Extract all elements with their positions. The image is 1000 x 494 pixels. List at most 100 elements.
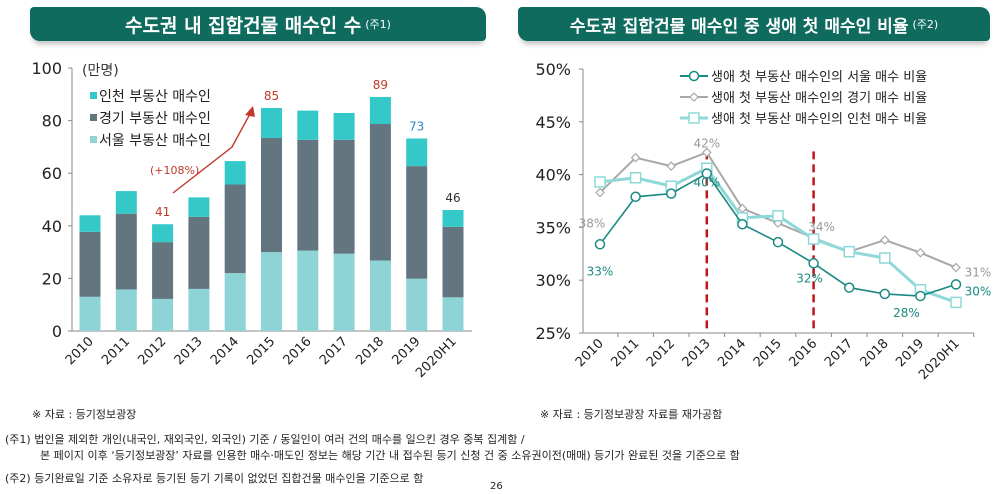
left-bar-segment-2016-2 [297, 110, 319, 140]
right-legend-label: 생애 첫 부동산 매수인의 인천 매수 비율 [711, 112, 927, 127]
source-left: ※ 자료 : 등기정보광장 [32, 408, 137, 421]
growth-arrow-head-icon [245, 106, 255, 117]
right-y-tick-label: 35% [535, 218, 571, 237]
right-point-circle-marker [630, 191, 641, 203]
left-legend-label: 경기 부동산 매수인 [99, 111, 211, 127]
right-legend-circle-marker [688, 70, 700, 82]
right-data-label: 34% [808, 220, 835, 234]
right-point-circle-marker [665, 188, 677, 199]
left-x-tick-label: 2017 [317, 334, 351, 368]
left-x-tick-label: 2010 [63, 334, 97, 368]
left-x-tick-label: 2020H1 [413, 334, 460, 381]
right-point-square-marker [879, 252, 891, 264]
right-series-line-2 [599, 166, 957, 304]
left-x-tick-label: 2018 [353, 334, 387, 368]
right-point-square-marker [772, 210, 784, 222]
left-data-label: 41 [155, 205, 170, 219]
source-right: ※ 자료 : 등기정보광장 자료를 재가공함 [540, 408, 723, 421]
left-legend-swatch [90, 114, 97, 121]
right-point-circle-marker [772, 236, 784, 248]
left-bar-segment-2020H1-0 [442, 297, 464, 331]
left-x-tick-label: 2014 [208, 334, 242, 368]
right-y-tick-label: 40% [535, 166, 571, 185]
right-x-tick-label: 2015 [751, 336, 785, 370]
left-legend-label: 서울 부동산 매수인 [99, 133, 211, 149]
right-series-line-0 [599, 172, 957, 297]
left-data-label: 89 [373, 78, 388, 92]
right-x-tick-label: 2010 [573, 336, 607, 370]
left-bar-segment-2020H1-1 [442, 226, 464, 298]
left-bar-segment-2015-2 [261, 107, 282, 138]
right-data-label: 40% [693, 176, 720, 190]
left-chart-title: 수도권 내 집합건물 매수인 수 (주1) [30, 7, 486, 41]
left-y-tick-label: 40 [42, 217, 62, 236]
left-data-label: 46 [445, 191, 460, 205]
right-point-circle-marker [737, 218, 748, 230]
left-legend-swatch [90, 92, 97, 99]
left-bar-segment-2012-1 [152, 242, 174, 299]
growth-arrow-line [172, 111, 252, 194]
left-bar-segment-2017-0 [333, 253, 355, 331]
right-x-tick-label: 2011 [608, 336, 642, 370]
left-bar-segment-2014-1 [224, 184, 246, 274]
right-point-square-marker [950, 296, 962, 309]
right-legend-label: 생애 첫 부동산 매수인의 서울 매수 비율 [711, 70, 927, 85]
right-series-line-1 [599, 151, 957, 269]
right-point-circle-marker [701, 168, 713, 179]
left-bar-segment-2010-1 [79, 231, 101, 297]
right-data-label: 33% [587, 264, 614, 278]
left-chart-title-note: (주1) [365, 18, 391, 31]
right-data-label: 31% [965, 266, 992, 280]
right-data-label: 32% [796, 271, 823, 285]
right-chart-title-note: (주2) [912, 18, 939, 31]
left-bar-segment-2018-1 [369, 124, 391, 261]
left-bar-segment-2013-2 [188, 197, 210, 217]
left-bar-segment-2011-2 [115, 191, 137, 214]
left-y-tick-label: 0 [52, 322, 62, 341]
left-bar-segment-2018-0 [369, 260, 391, 331]
left-bar-segment-2019-0 [406, 278, 428, 331]
left-bar-segment-2016-1 [297, 139, 319, 251]
left-bar-segment-2013-1 [188, 216, 210, 289]
right-point-square-marker [594, 176, 606, 188]
left-bar-segment-2011-1 [115, 213, 137, 290]
left-x-tick-label: 2013 [172, 334, 206, 368]
right-data-label: 42% [693, 136, 720, 150]
left-x-tick-label: 2019 [390, 334, 424, 368]
left-data-label: 85 [264, 89, 279, 103]
left-bar-segment-2010-2 [79, 215, 101, 232]
right-legend-diamond-marker [689, 92, 699, 102]
left-bar-segment-2019-1 [406, 166, 428, 279]
left-bar-segment-2017-1 [333, 139, 355, 254]
right-y-tick-label: 45% [535, 113, 571, 132]
left-bar-segment-2018-2 [369, 96, 391, 125]
left-legend-label: 인천 부동산 매수인 [99, 89, 211, 105]
right-point-diamond-marker [701, 147, 712, 158]
left-chart-title-text: 수도권 내 집합건물 매수인 수 [125, 14, 362, 37]
left-unit-label: (만명) [82, 63, 119, 79]
right-point-diamond-marker [630, 152, 641, 163]
right-y-tick-label: 25% [535, 324, 571, 343]
left-bar-segment-2014-2 [224, 161, 246, 185]
right-legend-square-marker [688, 112, 700, 124]
right-point-diamond-marker [915, 247, 926, 258]
right-data-label: 38% [579, 217, 606, 231]
right-legend-label: 생애 첫 부동산 매수인의 경기 매수 비율 [711, 91, 927, 106]
left-bar-segment-2014-0 [224, 273, 246, 331]
note-2: (주2) 등기완료일 기준 소유자로 등기된 등기 기록이 없었던 집합건물 매… [5, 472, 424, 485]
left-x-tick-label: 2016 [281, 334, 315, 368]
left-bar-segment-2017-2 [333, 112, 355, 140]
note-1-line-2: 본 페이지 이후 ‘등기정보광장’ 자료를 인용한 매수·매도인 정보는 해당 … [40, 449, 740, 462]
right-point-circle-marker [879, 288, 891, 300]
left-x-tick-label: 2011 [99, 334, 133, 368]
left-bar-segment-2019-2 [406, 138, 428, 167]
left-bar-segment-2020H1-2 [442, 210, 464, 227]
right-x-tick-label: 2017 [822, 336, 856, 370]
left-bar-segment-2011-0 [115, 289, 137, 331]
right-point-square-marker [629, 172, 642, 184]
left-legend-swatch [90, 136, 97, 143]
right-point-diamond-marker [595, 187, 605, 198]
right-chart-title-text: 수도권 집합건물 매수인 중 생애 첫 매수인 비율 [569, 16, 909, 37]
left-bar-segment-2015-0 [261, 252, 282, 331]
